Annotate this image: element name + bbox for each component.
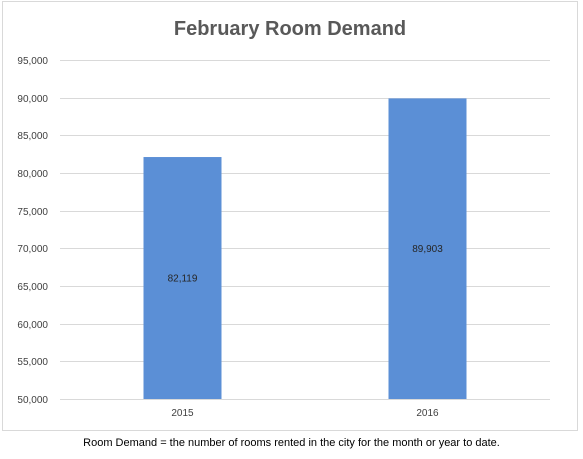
x-axis-ticks: 2015 2016 bbox=[171, 408, 439, 419]
bar-chart: February Room Demand 50,000 55,000 60,000 6… bbox=[17, 18, 550, 419]
y-axis-ticks: 50,000 55,000 60,000 65,000 70,000 75,000 80,0… bbox=[17, 56, 48, 406]
y-tick-label: 55,000 bbox=[17, 357, 48, 368]
y-tick-label: 60,000 bbox=[17, 320, 48, 331]
y-tick-label: 70,000 bbox=[17, 244, 48, 255]
y-tick-label: 50,000 bbox=[17, 395, 48, 406]
data-label: 89,903 bbox=[412, 244, 443, 255]
y-tick-label: 75,000 bbox=[17, 207, 48, 218]
chart-frame bbox=[2, 1, 578, 431]
x-tick-label: 2016 bbox=[416, 408, 439, 419]
bar-2016 bbox=[388, 98, 467, 399]
y-tick-label: 85,000 bbox=[17, 131, 48, 142]
y-tick-label: 95,000 bbox=[17, 56, 48, 67]
bar-2015 bbox=[143, 157, 222, 399]
x-tick-label: 2015 bbox=[171, 408, 194, 419]
y-tick-label: 90,000 bbox=[17, 94, 48, 105]
y-tick-label: 65,000 bbox=[17, 282, 48, 293]
data-label: 82,119 bbox=[168, 274, 198, 285]
chart-title: February Room Demand bbox=[174, 18, 406, 40]
footnote: Room Demand = the number of rooms rented… bbox=[83, 437, 500, 449]
bars: 82,119 89,903 bbox=[143, 98, 467, 399]
gridlines bbox=[60, 60, 550, 400]
y-tick-label: 80,000 bbox=[17, 169, 48, 180]
